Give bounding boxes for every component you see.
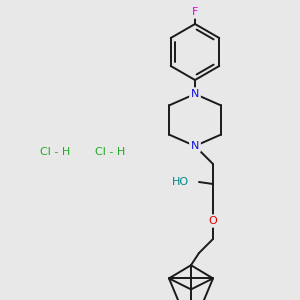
- Text: N: N: [191, 89, 199, 99]
- Text: O: O: [208, 216, 217, 226]
- Text: Cl - H: Cl - H: [95, 147, 125, 157]
- Text: Cl - H: Cl - H: [40, 147, 70, 157]
- Text: HO: HO: [172, 177, 189, 187]
- Text: F: F: [192, 7, 198, 17]
- Text: N: N: [191, 141, 199, 151]
